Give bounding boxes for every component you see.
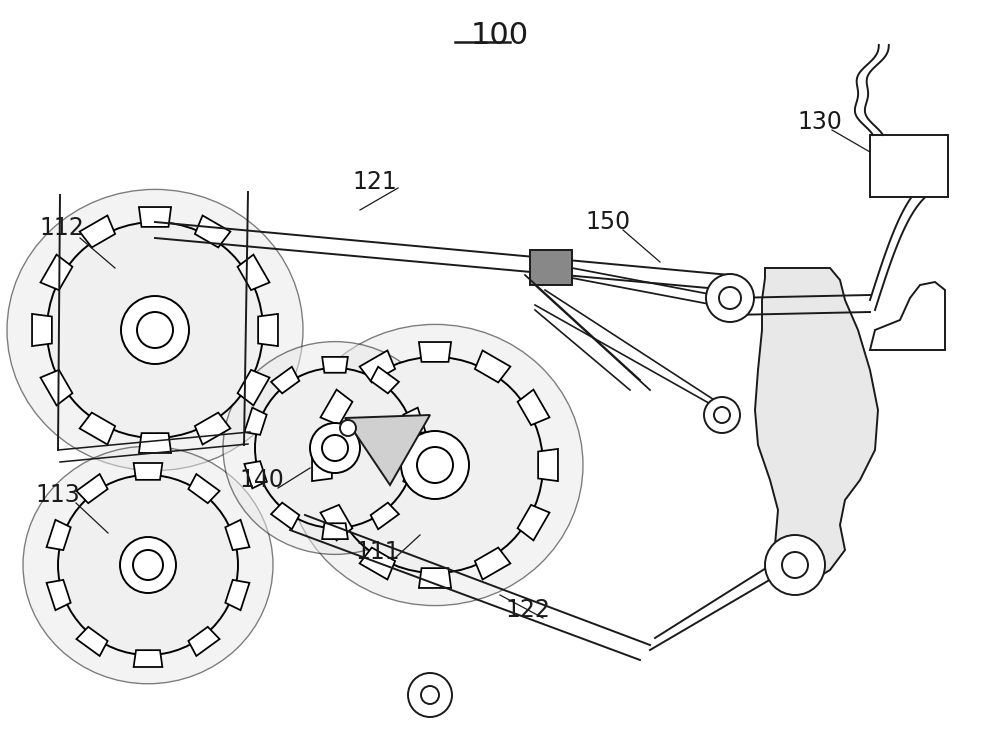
- Polygon shape: [47, 520, 71, 550]
- Polygon shape: [225, 520, 249, 550]
- Polygon shape: [360, 547, 395, 580]
- Circle shape: [765, 535, 825, 595]
- Polygon shape: [518, 389, 550, 425]
- Polygon shape: [345, 415, 430, 485]
- Polygon shape: [139, 433, 171, 453]
- Polygon shape: [403, 407, 426, 434]
- Polygon shape: [225, 580, 249, 610]
- Polygon shape: [870, 282, 945, 350]
- Circle shape: [322, 435, 348, 461]
- Polygon shape: [258, 314, 278, 346]
- Polygon shape: [360, 350, 395, 383]
- Polygon shape: [475, 547, 510, 580]
- Circle shape: [327, 357, 543, 573]
- Circle shape: [714, 407, 730, 423]
- Circle shape: [417, 447, 453, 483]
- Circle shape: [133, 550, 163, 580]
- Polygon shape: [244, 407, 267, 434]
- Polygon shape: [419, 568, 451, 588]
- Text: 150: 150: [585, 210, 631, 234]
- Polygon shape: [322, 357, 348, 373]
- Ellipse shape: [23, 447, 273, 684]
- Polygon shape: [271, 367, 299, 393]
- Circle shape: [706, 274, 754, 322]
- Circle shape: [120, 537, 176, 593]
- Bar: [870, 135, 948, 197]
- Polygon shape: [419, 342, 451, 362]
- Polygon shape: [76, 474, 108, 503]
- Text: 122: 122: [506, 598, 550, 622]
- Polygon shape: [195, 413, 230, 444]
- Polygon shape: [80, 413, 115, 444]
- Polygon shape: [244, 461, 267, 489]
- Polygon shape: [475, 350, 510, 383]
- Polygon shape: [134, 463, 162, 480]
- Polygon shape: [238, 255, 270, 290]
- Polygon shape: [47, 580, 71, 610]
- Circle shape: [310, 423, 360, 473]
- Polygon shape: [320, 505, 352, 541]
- Circle shape: [121, 296, 189, 364]
- Polygon shape: [320, 389, 352, 425]
- Circle shape: [58, 475, 238, 655]
- Text: 112: 112: [40, 216, 84, 240]
- Polygon shape: [139, 207, 171, 227]
- Polygon shape: [271, 503, 299, 529]
- Circle shape: [421, 686, 439, 704]
- Polygon shape: [371, 503, 399, 529]
- Text: 113: 113: [36, 483, 80, 507]
- Polygon shape: [40, 255, 72, 290]
- Circle shape: [255, 368, 415, 528]
- Polygon shape: [538, 449, 558, 481]
- Polygon shape: [322, 523, 348, 539]
- Ellipse shape: [287, 325, 583, 605]
- Polygon shape: [238, 370, 270, 405]
- Circle shape: [137, 312, 173, 348]
- Polygon shape: [195, 215, 230, 248]
- Circle shape: [340, 420, 356, 436]
- Text: 111: 111: [356, 540, 400, 564]
- Text: 140: 140: [240, 468, 284, 492]
- Circle shape: [408, 673, 452, 717]
- Text: 130: 130: [798, 110, 842, 134]
- Circle shape: [704, 397, 740, 433]
- Polygon shape: [518, 505, 550, 541]
- Ellipse shape: [223, 342, 447, 554]
- Bar: [530, 250, 572, 285]
- Polygon shape: [76, 626, 108, 656]
- Polygon shape: [80, 215, 115, 248]
- Circle shape: [719, 287, 741, 309]
- Polygon shape: [371, 367, 399, 393]
- Circle shape: [782, 552, 808, 578]
- Polygon shape: [188, 474, 220, 503]
- Polygon shape: [188, 626, 220, 656]
- Polygon shape: [755, 268, 878, 582]
- Ellipse shape: [7, 190, 303, 471]
- Polygon shape: [134, 650, 162, 667]
- Circle shape: [47, 222, 263, 438]
- Circle shape: [401, 431, 469, 499]
- Polygon shape: [32, 314, 52, 346]
- Polygon shape: [403, 461, 426, 489]
- Text: 100: 100: [471, 20, 529, 50]
- Polygon shape: [40, 370, 72, 405]
- Polygon shape: [312, 449, 332, 481]
- Text: 121: 121: [353, 170, 397, 194]
